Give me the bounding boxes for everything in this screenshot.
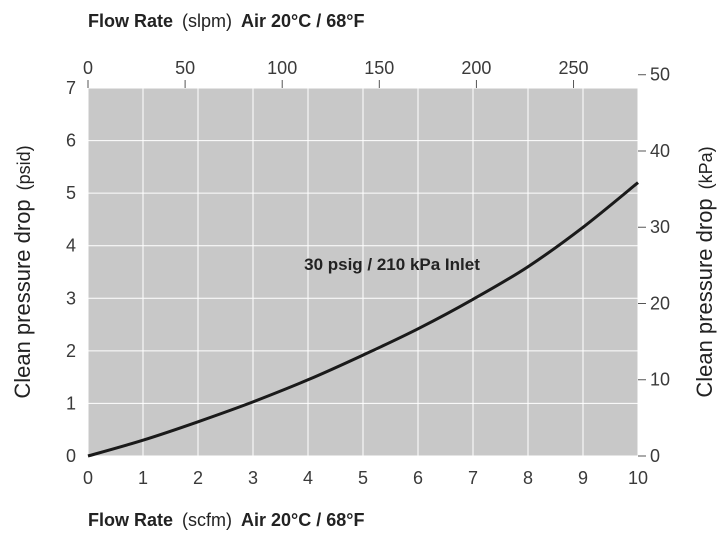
bottom-tick-label: 2 — [193, 468, 203, 488]
bottom-axis-title: Flow Rate (scfm) Air 20°C / 68°F — [88, 510, 364, 530]
right-tick-label: 40 — [650, 141, 670, 161]
bottom-tick-label: 10 — [628, 468, 648, 488]
left-tick-label: 4 — [66, 236, 76, 256]
top-tick-label: 250 — [558, 58, 588, 78]
annotation-label: 30 psig / 210 kPa Inlet — [304, 255, 480, 274]
top-tick-label: 50 — [175, 58, 195, 78]
bottom-axis-title-part-2: Air 20°C / 68°F — [241, 510, 364, 530]
bottom-tick-label: 8 — [523, 468, 533, 488]
top-tick-label: 100 — [267, 58, 297, 78]
bottom-tick-label: 1 — [138, 468, 148, 488]
top-axis-title-part-2: Air 20°C / 68°F — [241, 11, 364, 31]
left-tick-label: 6 — [66, 131, 76, 151]
right-tick-label: 20 — [650, 293, 670, 313]
bottom-tick-label: 0 — [83, 468, 93, 488]
top-tick-label: 150 — [364, 58, 394, 78]
top-axis-title-part-1: Flow Rate — [88, 11, 173, 31]
left-tick-label: 2 — [66, 341, 76, 361]
left-tick-label: 0 — [66, 446, 76, 466]
bottom-tick-label: 3 — [248, 468, 258, 488]
right-axis-title: Clean pressure drop (kPa) — [692, 146, 717, 397]
right-tick-label: 0 — [650, 446, 660, 466]
bottom-tick-label: 6 — [413, 468, 423, 488]
left-tick-label: 3 — [66, 288, 76, 308]
top-axis-title: Flow Rate (slpm) Air 20°C / 68°F — [88, 11, 364, 31]
axes: 0 1 2 3 4 5 6 7 8 9 100 50 100 150 200 2500123456701020… — [66, 58, 670, 488]
bottom-tick-label: 9 — [578, 468, 588, 488]
left-axis-title-unit: (psid) — [14, 145, 34, 190]
right-tick-label: 10 — [650, 370, 670, 390]
top-tick-label: 0 — [83, 58, 93, 78]
grid-lines — [87, 87, 639, 457]
series-line — [87, 181, 639, 458]
left-axis-title-text: Clean pressure drop — [10, 199, 35, 398]
left-tick-label: 7 — [66, 78, 76, 98]
left-tick-label: 1 — [66, 393, 76, 413]
bottom-axis-title-part-1: Flow Rate — [88, 510, 173, 530]
left-axis-title: Clean pressure drop (psid) — [10, 145, 35, 398]
top-axis-title-unit: (slpm) — [182, 11, 232, 31]
right-tick-label: 50 — [650, 65, 670, 85]
bottom-tick-label: 4 — [303, 468, 313, 488]
left-tick-label: 5 — [66, 183, 76, 203]
right-axis-title-unit: (kPa) — [696, 146, 716, 189]
top-tick-label: 200 — [461, 58, 491, 78]
bottom-tick-label: 7 — [468, 468, 478, 488]
bottom-tick-label: 5 — [358, 468, 368, 488]
right-axis-title-text: Clean pressure drop — [692, 198, 717, 397]
bottom-axis-title-unit: (scfm) — [182, 510, 232, 530]
right-tick-label: 30 — [650, 217, 670, 237]
